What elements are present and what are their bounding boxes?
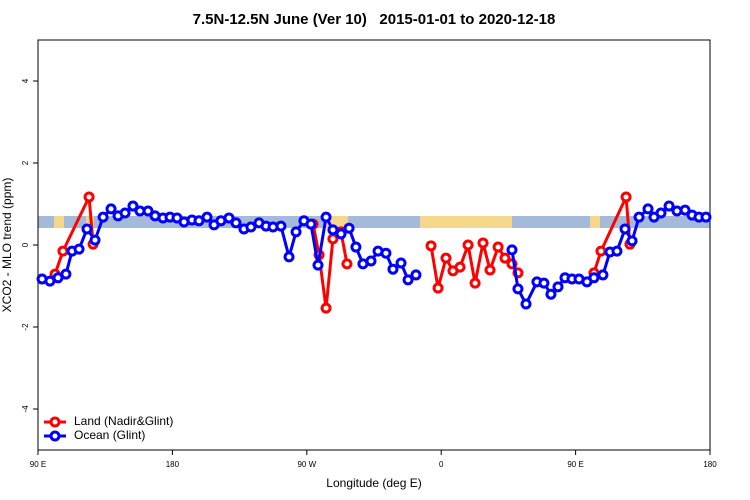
data-point: [119, 207, 131, 219]
data-point: [57, 245, 69, 257]
data-point: [223, 212, 235, 224]
data-point: [545, 288, 557, 300]
legend-label: Ocean (Glint): [74, 428, 145, 442]
data-point: [320, 302, 332, 314]
data-point: [327, 224, 339, 236]
land-patch: [420, 216, 512, 228]
legend-marker: [49, 430, 61, 442]
y-axis-label: XCO2 - MLO trend (ppm): [0, 178, 14, 313]
data-point: [538, 277, 550, 289]
data-point: [477, 237, 489, 249]
data-point: [312, 259, 324, 271]
ocean-band: [38, 216, 710, 228]
series-line: [53, 191, 632, 309]
data-point: [552, 281, 564, 293]
data-point: [327, 233, 339, 245]
data-point: [395, 257, 407, 269]
data-point: [89, 234, 101, 246]
data-point: [620, 191, 632, 203]
land-patch: [590, 216, 600, 228]
legend-marker: [49, 416, 61, 428]
land-mask-band: [38, 216, 710, 228]
data-point: [305, 218, 317, 230]
data-point: [81, 223, 93, 235]
data-point: [611, 245, 623, 257]
data-point: [105, 203, 117, 215]
data-point: [365, 255, 377, 267]
data-point: [73, 243, 85, 255]
data-point: [410, 269, 422, 281]
data-point: [275, 220, 287, 232]
data-point: [619, 223, 631, 235]
data-point: [626, 235, 638, 247]
chart-title: 7.5N-12.5N June (Ver 10) 2015-01-01 to 2…: [193, 11, 556, 28]
data-point: [484, 264, 496, 276]
x-tick-label: 90 E: [30, 460, 46, 469]
data-point: [402, 274, 414, 286]
data-point: [142, 205, 154, 217]
data-point: [380, 247, 392, 259]
data-point: [520, 298, 532, 310]
data-point: [595, 245, 607, 257]
data-point: [320, 211, 332, 223]
legend-label: Land (Nadir&Glint): [74, 414, 173, 428]
data-point: [597, 269, 609, 281]
data-point: [492, 241, 504, 253]
data-point: [425, 240, 437, 252]
data-point: [663, 200, 675, 212]
plot-frame: [37, 39, 711, 451]
data-point: [454, 261, 466, 273]
data-point: [462, 239, 474, 251]
y-tick-label: 0: [21, 242, 30, 247]
data-point: [290, 226, 302, 238]
data-point: [343, 222, 355, 234]
data-point: [60, 268, 72, 280]
data-point: [588, 272, 600, 284]
data-point: [499, 252, 511, 264]
y-tick-label: 2: [21, 160, 30, 165]
x-axis-label: Longitude (deg E): [326, 476, 421, 490]
data-point: [127, 200, 139, 212]
y-tick-label: 4: [21, 78, 30, 83]
data-point: [700, 211, 712, 223]
data-point: [201, 211, 213, 223]
land-patch: [54, 216, 64, 228]
data-point: [440, 252, 452, 264]
y-tick-label: -2: [21, 323, 30, 331]
data-point: [512, 283, 524, 295]
data-point: [506, 244, 518, 256]
x-tick-label: 180: [703, 460, 717, 469]
y-tick-label: -4: [21, 405, 30, 413]
data-point: [245, 221, 257, 233]
data-point: [83, 191, 95, 203]
data-point: [97, 211, 109, 223]
data-point: [469, 277, 481, 289]
data-point: [283, 251, 295, 263]
x-tick-label: 0: [439, 460, 444, 469]
data-point: [387, 263, 399, 275]
data-point: [335, 228, 347, 240]
data-point: [655, 207, 667, 219]
x-tick-label: 90 W: [297, 460, 316, 469]
data-point: [432, 282, 444, 294]
data-point: [679, 204, 691, 216]
data-point: [350, 241, 362, 253]
data-point: [642, 203, 654, 215]
x-tick-label: 90 E: [567, 460, 583, 469]
data-point: [633, 211, 645, 223]
data-point: [230, 217, 242, 229]
x-tick-label: 180: [166, 460, 180, 469]
data-point: [341, 258, 353, 270]
